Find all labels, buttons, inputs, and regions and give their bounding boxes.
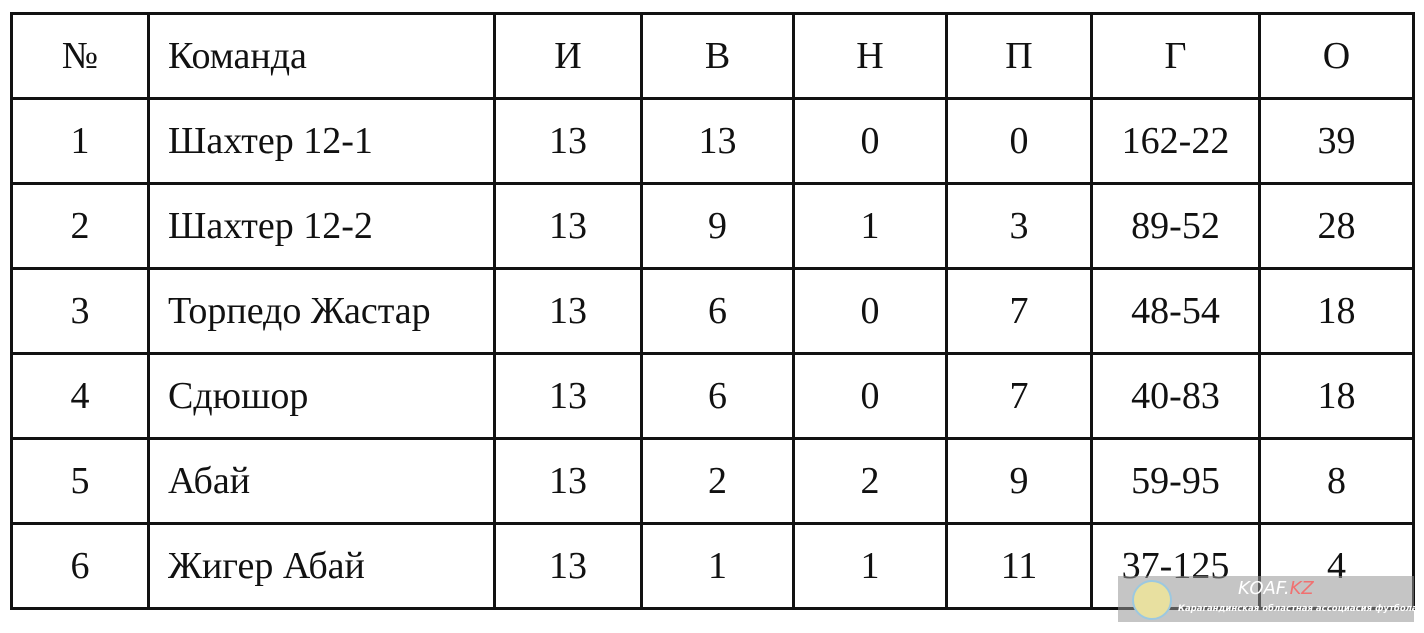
table-cell: 8 <box>1258 437 1415 525</box>
standings-table: № Команда И В Н П Г О 1 Шахтер 12-1 13 13 0 0 162-22 39… <box>10 12 1415 610</box>
table-cell: 11 <box>945 522 1093 610</box>
table-cell: 0 <box>792 267 948 355</box>
column-header: О <box>1258 12 1415 100</box>
table-cell: 1 <box>640 522 795 610</box>
table-cell: 2 <box>640 437 795 525</box>
watermark: KOAF.KZ Карагандинская областная ассоциа… <box>1118 576 1418 622</box>
watermark-site: KOAF.KZ <box>1238 578 1314 599</box>
table-cell: 48-54 <box>1090 267 1261 355</box>
table-cell: Жигер Абай <box>147 522 496 610</box>
table-cell: 3 <box>945 182 1093 270</box>
column-header: Г <box>1090 12 1261 100</box>
table-cell: 1 <box>792 182 948 270</box>
column-header: И <box>493 12 643 100</box>
table-cell: Сдюшор <box>147 352 496 440</box>
table-cell: 13 <box>493 97 643 185</box>
table-cell: 13 <box>640 97 795 185</box>
table-cell: 6 <box>640 352 795 440</box>
table-row: 1 Шахтер 12-1 13 13 0 0 162-22 39 <box>10 97 1415 185</box>
table-cell: 13 <box>493 267 643 355</box>
table-cell: 28 <box>1258 182 1415 270</box>
table-cell: 7 <box>945 352 1093 440</box>
table-cell: Шахтер 12-1 <box>147 97 496 185</box>
table-cell: 1 <box>792 522 948 610</box>
column-header: № <box>10 12 150 100</box>
table-cell: 2 <box>10 182 150 270</box>
table-cell: 18 <box>1258 352 1415 440</box>
table-cell: Торпедо Жастар <box>147 267 496 355</box>
table-cell: Абай <box>147 437 496 525</box>
table-cell: 7 <box>945 267 1093 355</box>
table-cell: 4 <box>10 352 150 440</box>
column-header: П <box>945 12 1093 100</box>
table-cell: 59-95 <box>1090 437 1261 525</box>
table-cell: Шахтер 12-2 <box>147 182 496 270</box>
table-row: 5 Абай 13 2 2 9 59-95 8 <box>10 437 1415 525</box>
table-row: 2 Шахтер 12-2 13 9 1 3 89-52 28 <box>10 182 1415 270</box>
table-cell: 162-22 <box>1090 97 1261 185</box>
table-cell: 9 <box>640 182 795 270</box>
table-cell: 9 <box>945 437 1093 525</box>
table-cell: 6 <box>10 522 150 610</box>
table-cell: 1 <box>10 97 150 185</box>
table-cell: 13 <box>493 522 643 610</box>
football-logo-icon <box>1132 580 1172 620</box>
column-header: Н <box>792 12 948 100</box>
table-cell: 18 <box>1258 267 1415 355</box>
table-cell: 6 <box>640 267 795 355</box>
table-cell: 5 <box>10 437 150 525</box>
table-cell: 39 <box>1258 97 1415 185</box>
table-row: 4 Сдюшор 13 6 0 7 40-83 18 <box>10 352 1415 440</box>
table-cell: 89-52 <box>1090 182 1261 270</box>
table-cell: 3 <box>10 267 150 355</box>
header-row: № Команда И В Н П Г О <box>10 12 1415 100</box>
table-cell: 0 <box>945 97 1093 185</box>
watermark-tagline: Карагандинская областная ассоциасия футб… <box>1178 604 1418 614</box>
table-row: 3 Торпедо Жастар 13 6 0 7 48-54 18 <box>10 267 1415 355</box>
table-cell: 0 <box>792 352 948 440</box>
table-cell: 13 <box>493 182 643 270</box>
table-cell: 13 <box>493 437 643 525</box>
column-header: В <box>640 12 795 100</box>
table-cell: 40-83 <box>1090 352 1261 440</box>
table-cell: 0 <box>792 97 948 185</box>
table-cell: 13 <box>493 352 643 440</box>
column-header: Команда <box>147 12 496 100</box>
table-cell: 2 <box>792 437 948 525</box>
